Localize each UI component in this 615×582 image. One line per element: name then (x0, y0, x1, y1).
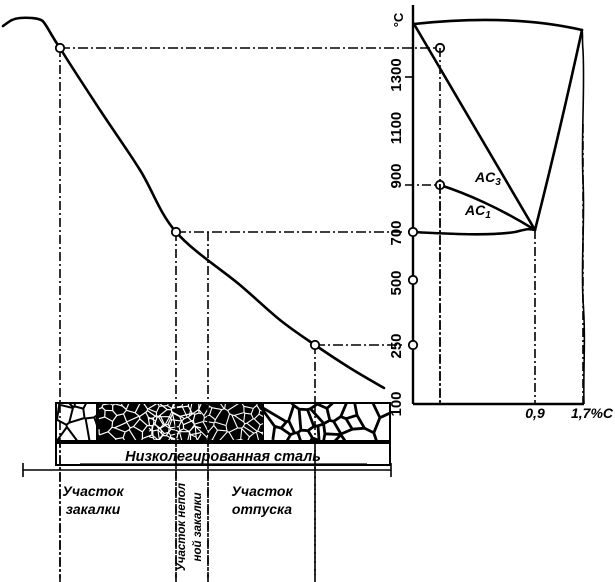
svg-text:ной закалки: ной закалки (192, 493, 204, 562)
svg-text:закалки: закалки (66, 501, 121, 517)
svg-text:Участок: Участок (231, 483, 293, 499)
svg-text:1300: 1300 (388, 58, 405, 91)
svg-text:Участок: Участок (62, 483, 124, 499)
svg-text:0,9: 0,9 (525, 405, 545, 421)
svg-text:1,7%C: 1,7%C (571, 405, 614, 421)
svg-text:500: 500 (388, 270, 405, 295)
svg-text:°C: °C (391, 12, 406, 27)
svg-text:отпуска: отпуска (232, 501, 292, 517)
svg-text:Участок непол: Участок непол (176, 483, 188, 571)
svg-text:250: 250 (388, 333, 405, 358)
svg-text:Низколегированная сталь: Низколегированная сталь (125, 449, 321, 465)
svg-text:900: 900 (388, 163, 405, 188)
svg-text:700: 700 (388, 220, 405, 245)
svg-text:1100: 1100 (388, 112, 405, 145)
